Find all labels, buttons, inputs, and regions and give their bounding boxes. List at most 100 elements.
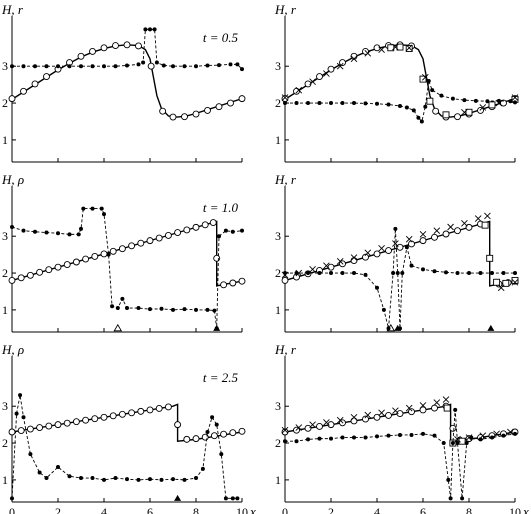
filled-point [90, 206, 95, 211]
series-open-circles [8, 219, 246, 289]
cross-point [323, 70, 330, 77]
filled-point [194, 64, 198, 69]
filled-point [469, 435, 474, 440]
filled-point [21, 64, 26, 69]
filled-point [444, 270, 448, 275]
filled-point [115, 306, 120, 311]
open-circle-point [209, 219, 217, 227]
open-circle-point [477, 106, 484, 114]
open-circle-point [128, 242, 136, 250]
open-circle-point [146, 237, 154, 245]
filled-point [90, 64, 95, 69]
open-circle-point [339, 59, 346, 66]
open-square-point [502, 279, 510, 287]
open-circle-point [220, 281, 228, 289]
filled-point [79, 476, 83, 481]
open-square-point [511, 276, 519, 284]
filled-point [81, 206, 86, 211]
open-circle-point [419, 237, 427, 245]
open-circle-point [8, 95, 16, 103]
x-tick-label: 0 [9, 505, 15, 514]
open-circle-point [442, 230, 450, 238]
filled-point [306, 101, 310, 106]
x-axis-label: x [249, 504, 256, 514]
open-square-point [396, 43, 404, 51]
filled-point [205, 430, 210, 434]
filled-point [464, 441, 469, 446]
filled-point [352, 271, 356, 276]
filled-point [375, 434, 379, 439]
series-open-circles [281, 41, 519, 121]
cross-point [479, 104, 487, 111]
open-circle-point [100, 413, 108, 421]
open-circle-point [238, 427, 246, 435]
open-circle-point [373, 250, 381, 258]
open-circle-point [54, 263, 62, 271]
cross-point [419, 231, 427, 238]
open-circle-point [164, 403, 172, 411]
series-open-circles [8, 403, 246, 443]
filled-point [44, 64, 49, 69]
cross-point [281, 94, 289, 101]
open-circle-point [72, 258, 80, 266]
filled-point [14, 411, 19, 416]
filled-point [67, 232, 72, 237]
cross-point [465, 434, 473, 441]
open-circle-point [155, 404, 163, 412]
open-circle-point [91, 415, 99, 423]
open-circle-point [281, 428, 289, 436]
filled-point [448, 496, 453, 501]
filled-point [317, 101, 322, 106]
filled-point [409, 432, 414, 437]
filled-point [113, 64, 118, 69]
open-circle-point [45, 422, 53, 430]
open-circle-point [210, 432, 218, 440]
filled-point [56, 465, 60, 469]
filled-point [159, 306, 164, 311]
filled-point [182, 477, 187, 482]
filled-point [235, 496, 240, 501]
y-tick-label: 2 [2, 266, 8, 280]
filled-point [200, 466, 205, 471]
cross-point [336, 62, 344, 70]
filled-point [154, 60, 159, 65]
cross-point [493, 430, 500, 438]
panel-a: 1 2 3 H, r t = 0.5 [1, 2, 246, 163]
filled-point [386, 102, 391, 107]
open-circle-point [155, 234, 163, 242]
filled-point [161, 63, 166, 68]
open-circle-point [109, 247, 117, 255]
filled-point [113, 476, 118, 481]
filled-point [125, 306, 129, 311]
filled-point [453, 407, 458, 412]
filled-point [21, 415, 26, 420]
filled-point [398, 432, 402, 437]
open-circle-point [293, 87, 300, 95]
panel-f: 1 2 3 0 2 4 6 8 10 H, r x [274, 342, 529, 514]
filled-point [501, 271, 506, 276]
cross-point [511, 278, 519, 286]
open-circle-point [36, 268, 44, 276]
open-circle-point [327, 263, 335, 271]
open-circle-point [36, 424, 44, 432]
y-tick-label: 1 [2, 473, 8, 487]
open-square-point [458, 437, 466, 445]
series-dotted-filled [10, 393, 240, 501]
x-tick-label: 2 [328, 505, 334, 514]
series-open-circles [281, 220, 519, 288]
filled-point [409, 263, 414, 268]
open-circle-point [192, 110, 200, 118]
filled-point [230, 496, 235, 501]
filled-point [400, 271, 405, 276]
filled-point [230, 229, 235, 234]
filled-point [28, 452, 33, 457]
filled-point [171, 307, 175, 312]
open-circle-point [43, 73, 50, 80]
x-tick-label: 8 [193, 505, 199, 514]
filled-triangle-point [174, 494, 182, 501]
filled-point [125, 63, 129, 68]
open-square-point [405, 45, 413, 52]
open-circle-point [396, 243, 404, 251]
filled-point [79, 64, 83, 69]
y-tick-label: 2 [275, 266, 281, 280]
